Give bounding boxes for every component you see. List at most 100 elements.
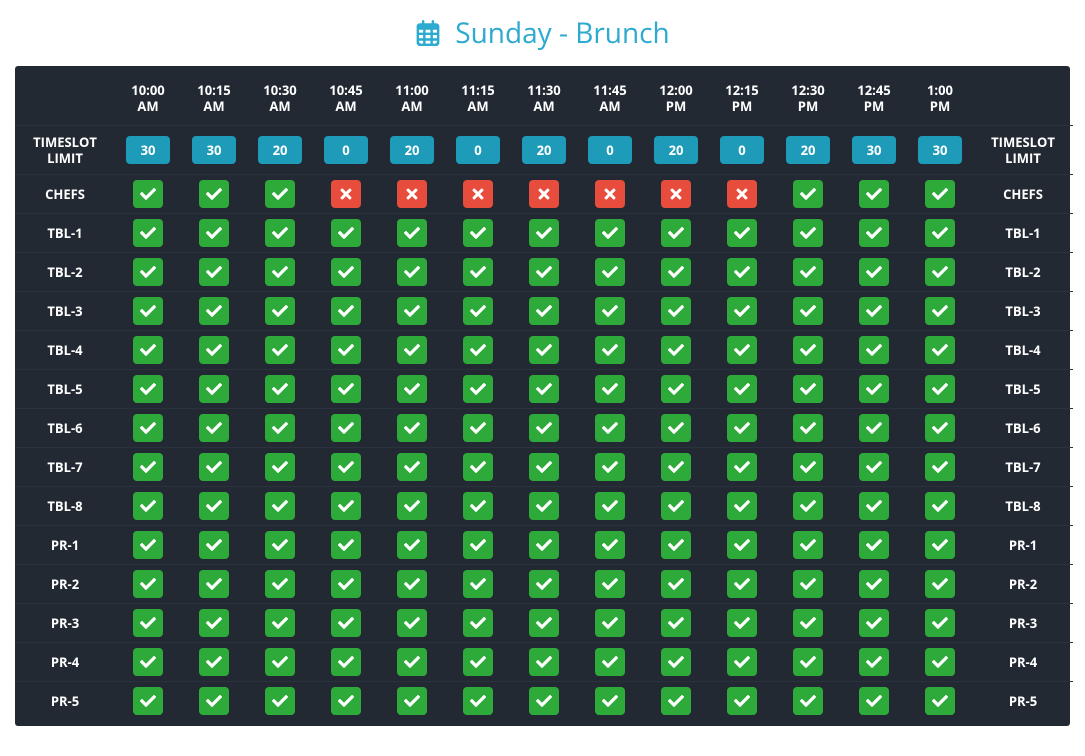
check-icon[interactable] bbox=[793, 648, 823, 676]
check-icon[interactable] bbox=[859, 375, 889, 403]
close-icon[interactable] bbox=[595, 180, 625, 208]
check-icon[interactable] bbox=[925, 453, 955, 481]
check-icon[interactable] bbox=[397, 570, 427, 598]
timeslot-limit-pill[interactable]: 30 bbox=[918, 136, 962, 164]
check-icon[interactable] bbox=[331, 453, 361, 481]
check-icon[interactable] bbox=[925, 414, 955, 442]
check-icon[interactable] bbox=[925, 258, 955, 286]
check-icon[interactable] bbox=[463, 297, 493, 325]
check-icon[interactable] bbox=[727, 336, 757, 364]
check-icon[interactable] bbox=[463, 687, 493, 715]
check-icon[interactable] bbox=[199, 336, 229, 364]
check-icon[interactable] bbox=[265, 570, 295, 598]
check-icon[interactable] bbox=[727, 414, 757, 442]
check-icon[interactable] bbox=[529, 258, 559, 286]
check-icon[interactable] bbox=[859, 531, 889, 559]
check-icon[interactable] bbox=[727, 687, 757, 715]
check-icon[interactable] bbox=[463, 453, 493, 481]
check-icon[interactable] bbox=[397, 453, 427, 481]
check-icon[interactable] bbox=[331, 687, 361, 715]
check-icon[interactable] bbox=[133, 180, 163, 208]
check-icon[interactable] bbox=[265, 531, 295, 559]
check-icon[interactable] bbox=[727, 609, 757, 637]
check-icon[interactable] bbox=[595, 258, 625, 286]
close-icon[interactable] bbox=[463, 180, 493, 208]
check-icon[interactable] bbox=[463, 609, 493, 637]
check-icon[interactable] bbox=[925, 687, 955, 715]
check-icon[interactable] bbox=[133, 453, 163, 481]
check-icon[interactable] bbox=[793, 453, 823, 481]
check-icon[interactable] bbox=[595, 453, 625, 481]
check-icon[interactable] bbox=[793, 492, 823, 520]
check-icon[interactable] bbox=[199, 219, 229, 247]
check-icon[interactable] bbox=[265, 336, 295, 364]
check-icon[interactable] bbox=[463, 492, 493, 520]
check-icon[interactable] bbox=[331, 297, 361, 325]
check-icon[interactable] bbox=[199, 648, 229, 676]
check-icon[interactable] bbox=[529, 453, 559, 481]
check-icon[interactable] bbox=[397, 375, 427, 403]
check-icon[interactable] bbox=[331, 531, 361, 559]
check-icon[interactable] bbox=[727, 453, 757, 481]
check-icon[interactable] bbox=[265, 375, 295, 403]
check-icon[interactable] bbox=[925, 531, 955, 559]
check-icon[interactable] bbox=[661, 336, 691, 364]
check-icon[interactable] bbox=[265, 648, 295, 676]
check-icon[interactable] bbox=[397, 258, 427, 286]
check-icon[interactable] bbox=[595, 570, 625, 598]
check-icon[interactable] bbox=[661, 258, 691, 286]
check-icon[interactable] bbox=[265, 492, 295, 520]
timeslot-limit-pill[interactable]: 20 bbox=[522, 136, 566, 164]
check-icon[interactable] bbox=[793, 180, 823, 208]
check-icon[interactable] bbox=[331, 336, 361, 364]
check-icon[interactable] bbox=[529, 492, 559, 520]
check-icon[interactable] bbox=[727, 570, 757, 598]
check-icon[interactable] bbox=[529, 297, 559, 325]
check-icon[interactable] bbox=[265, 609, 295, 637]
check-icon[interactable] bbox=[529, 531, 559, 559]
check-icon[interactable] bbox=[595, 687, 625, 715]
check-icon[interactable] bbox=[199, 531, 229, 559]
check-icon[interactable] bbox=[199, 492, 229, 520]
check-icon[interactable] bbox=[265, 219, 295, 247]
check-icon[interactable] bbox=[529, 570, 559, 598]
check-icon[interactable] bbox=[859, 258, 889, 286]
check-icon[interactable] bbox=[529, 609, 559, 637]
check-icon[interactable] bbox=[397, 336, 427, 364]
timeslot-limit-pill[interactable]: 0 bbox=[324, 136, 368, 164]
check-icon[interactable] bbox=[793, 687, 823, 715]
check-icon[interactable] bbox=[397, 492, 427, 520]
check-icon[interactable] bbox=[727, 297, 757, 325]
check-icon[interactable] bbox=[661, 531, 691, 559]
timeslot-limit-pill[interactable]: 30 bbox=[192, 136, 236, 164]
check-icon[interactable] bbox=[331, 258, 361, 286]
check-icon[interactable] bbox=[463, 375, 493, 403]
check-icon[interactable] bbox=[133, 258, 163, 286]
check-icon[interactable] bbox=[199, 414, 229, 442]
check-icon[interactable] bbox=[463, 570, 493, 598]
check-icon[interactable] bbox=[463, 648, 493, 676]
timeslot-limit-pill[interactable]: 20 bbox=[390, 136, 434, 164]
check-icon[interactable] bbox=[793, 570, 823, 598]
check-icon[interactable] bbox=[925, 375, 955, 403]
check-icon[interactable] bbox=[859, 570, 889, 598]
check-icon[interactable] bbox=[331, 492, 361, 520]
check-icon[interactable] bbox=[661, 297, 691, 325]
check-icon[interactable] bbox=[133, 648, 163, 676]
check-icon[interactable] bbox=[199, 375, 229, 403]
check-icon[interactable] bbox=[859, 336, 889, 364]
check-icon[interactable] bbox=[265, 453, 295, 481]
check-icon[interactable] bbox=[727, 492, 757, 520]
check-icon[interactable] bbox=[793, 375, 823, 403]
check-icon[interactable] bbox=[595, 336, 625, 364]
check-icon[interactable] bbox=[133, 609, 163, 637]
check-icon[interactable] bbox=[397, 531, 427, 559]
check-icon[interactable] bbox=[595, 531, 625, 559]
check-icon[interactable] bbox=[331, 375, 361, 403]
timeslot-limit-pill[interactable]: 0 bbox=[456, 136, 500, 164]
timeslot-limit-pill[interactable]: 20 bbox=[258, 136, 302, 164]
check-icon[interactable] bbox=[265, 258, 295, 286]
check-icon[interactable] bbox=[793, 258, 823, 286]
check-icon[interactable] bbox=[925, 219, 955, 247]
check-icon[interactable] bbox=[595, 609, 625, 637]
